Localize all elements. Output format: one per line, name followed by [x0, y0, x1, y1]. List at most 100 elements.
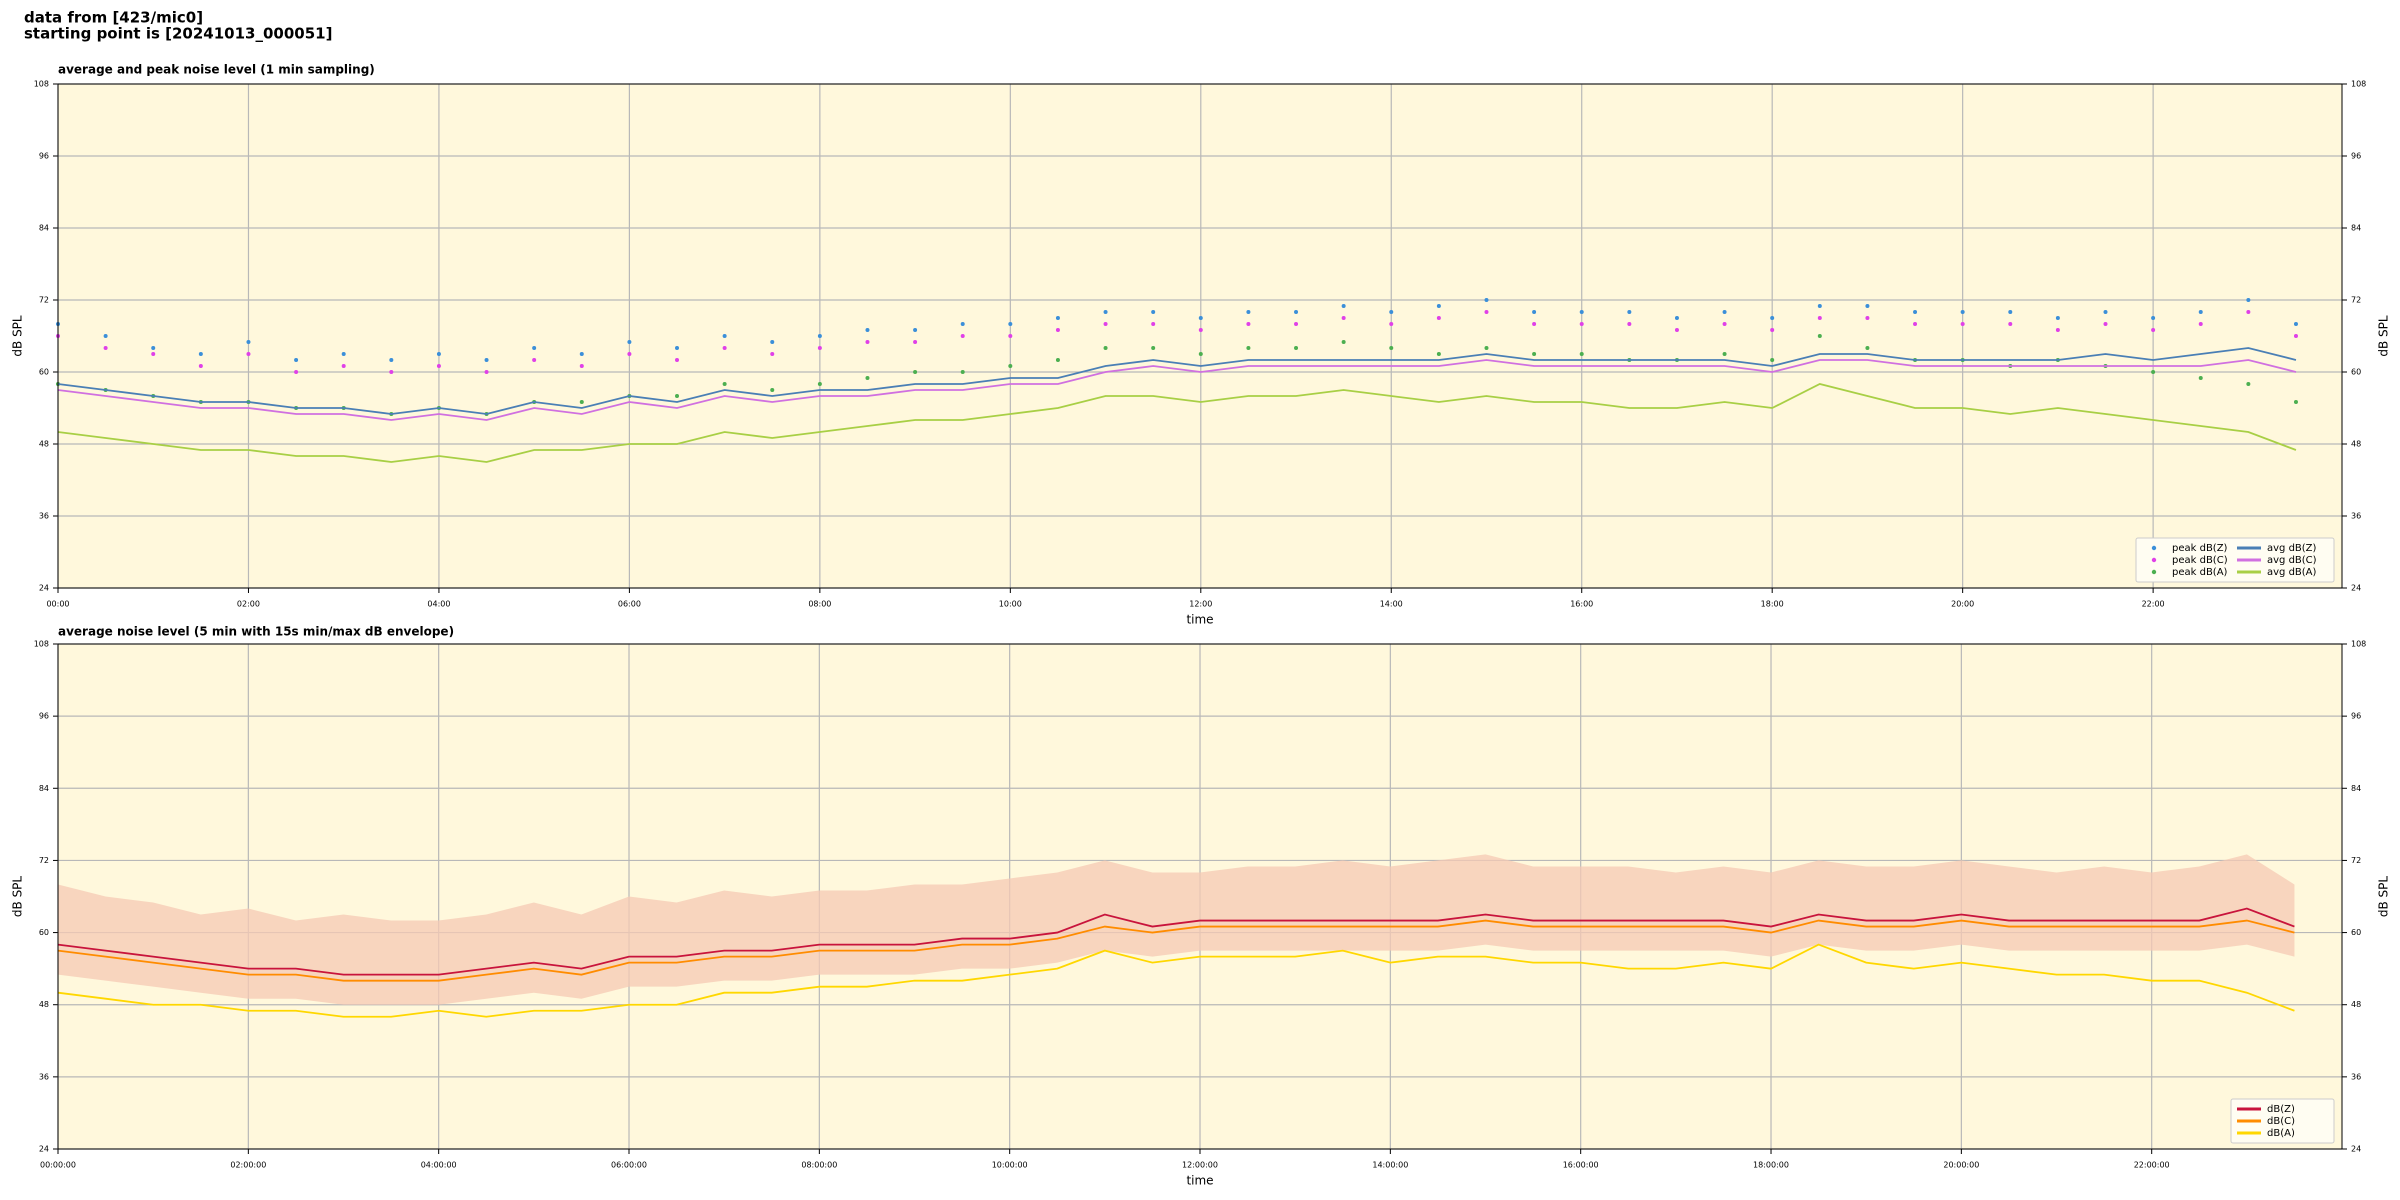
peak-point [770, 352, 775, 356]
peak-point [2103, 322, 2108, 326]
peak-point [151, 352, 156, 356]
peak-point [1770, 358, 1775, 362]
y-tick-label: 96 [2351, 712, 2361, 721]
peak-point [1436, 316, 1441, 320]
peak-point [865, 340, 870, 344]
peak-point [2293, 400, 2298, 404]
y-tick-label: 108 [2351, 80, 2366, 89]
x-tick-label: 12:00:00 [1182, 1161, 1218, 1170]
peak-point [770, 388, 775, 392]
peak-point [1294, 322, 1299, 326]
peak-point [1579, 322, 1584, 326]
legend-label: avg dB(A) [2267, 567, 2317, 578]
peak-point [2198, 376, 2203, 380]
x-tick-label: 10:00 [999, 600, 1022, 609]
peak-point [1865, 346, 1870, 350]
peak-point [1151, 346, 1156, 350]
peak-point [389, 370, 394, 374]
y-axis-label: dB SPL [11, 876, 25, 918]
peak-point [2055, 328, 2060, 332]
peak-point [294, 358, 299, 362]
x-tick-label: 10:00:00 [992, 1161, 1028, 1170]
peak-point [294, 370, 299, 374]
y-tick-label: 108 [2351, 640, 2366, 649]
peak-point [1722, 310, 1727, 314]
x-axis-label: time [1186, 613, 1213, 627]
series-line [57, 383, 2297, 463]
peak-point [817, 334, 822, 338]
peak-point [2103, 310, 2108, 314]
peak-point [1674, 316, 1679, 320]
peak-point [817, 346, 822, 350]
y-axis-label: dB SPL [2377, 315, 2391, 357]
x-tick-label: 14:00:00 [1372, 1161, 1408, 1170]
plot-frame [57, 643, 2343, 1150]
header-line: starting point is [20241013_000051] [24, 25, 332, 43]
peak-point [675, 394, 680, 398]
y-tick-label: 24 [39, 584, 49, 593]
peak-point [246, 352, 251, 356]
peak-point [960, 334, 965, 338]
peak-point [579, 352, 584, 356]
legend-label: peak dB(C) [2172, 555, 2228, 566]
y-tick-label: 48 [39, 440, 49, 449]
legend-label: peak dB(A) [2172, 567, 2228, 578]
x-tick-label: 12:00 [1189, 600, 1212, 609]
x-tick-label: 04:00 [427, 600, 450, 609]
peak-point [2198, 322, 2203, 326]
x-tick-label: 16:00:00 [1563, 1161, 1599, 1170]
legend-label: dB(C) [2267, 1116, 2295, 1127]
peak-point [1055, 358, 1060, 362]
peak-point [198, 364, 203, 368]
peak-point [436, 352, 441, 356]
peak-point [722, 346, 727, 350]
legend-label: peak dB(Z) [2172, 543, 2228, 554]
x-tick-label: 14:00 [1380, 600, 1403, 609]
peak-point [1532, 352, 1537, 356]
y-tick-label: 72 [2351, 296, 2361, 305]
peak-point [1817, 304, 1822, 308]
plot-area [58, 84, 2342, 588]
x-tick-label: 02:00 [237, 600, 260, 609]
x-tick-label: 02:00:00 [230, 1161, 266, 1170]
y-tick-label: 96 [2351, 152, 2361, 161]
peak-point [1436, 352, 1441, 356]
y-tick-label: 36 [39, 512, 49, 521]
peak-point [1103, 322, 1108, 326]
peak-point [1103, 346, 1108, 350]
y-tick-label: 84 [2351, 224, 2361, 233]
peak-point [1389, 310, 1394, 314]
peak-point [389, 358, 394, 362]
peak-point [579, 400, 584, 404]
peak-point [1198, 328, 1203, 332]
peak-point [1722, 322, 1727, 326]
peak-point [1484, 310, 1489, 314]
legend-label: avg dB(C) [2267, 555, 2317, 566]
peak-point [1389, 322, 1394, 326]
peak-point [1198, 316, 1203, 320]
y-tick-label: 60 [2351, 928, 2361, 937]
peak-point [1055, 316, 1060, 320]
peak-point [2055, 316, 2060, 320]
header-line: data from [423/mic0] [24, 9, 203, 27]
peak-point [770, 340, 775, 344]
peak-point [1817, 316, 1822, 320]
y-tick-label: 96 [39, 152, 49, 161]
peak-point [1151, 310, 1156, 314]
legend-marker [2151, 569, 2157, 575]
y-tick-label: 108 [34, 80, 49, 89]
peak-point [1008, 322, 1013, 326]
peak-point [2151, 328, 2156, 332]
peak-point [1246, 310, 1251, 314]
y-tick-label: 84 [2351, 784, 2361, 793]
peak-point [1770, 316, 1775, 320]
y-tick-label: 36 [2351, 1072, 2361, 1081]
x-tick-label: 18:00 [1761, 600, 1784, 609]
peak-point [722, 334, 727, 338]
peak-point [960, 370, 965, 374]
peak-point [198, 352, 203, 356]
series-line [57, 919, 2295, 982]
peak-point [913, 370, 918, 374]
